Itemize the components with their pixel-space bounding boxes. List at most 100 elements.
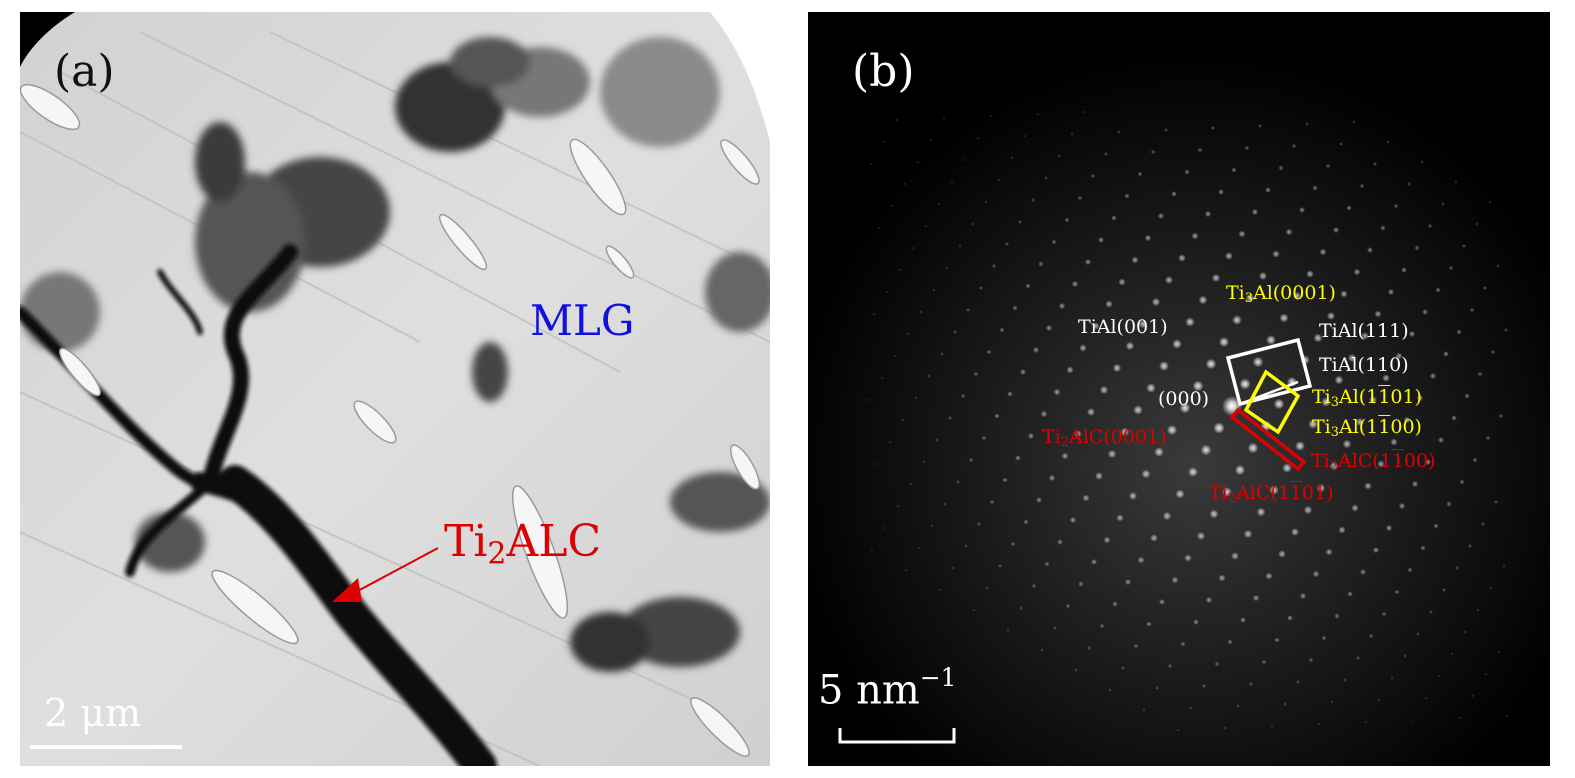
diffraction-spot [1218,189,1224,195]
diffraction-spot [1165,276,1173,284]
diffraction-spot [1091,559,1097,565]
diffraction-spot [1172,339,1182,349]
diffraction-spot [1031,583,1037,589]
diffraction-spot [1131,256,1139,264]
diffraction-spot [1407,567,1413,573]
diffraction-spot [1356,656,1360,660]
diffraction-spot [1393,203,1399,209]
diffraction-spot [1044,176,1048,180]
diffraction-spot [1442,588,1446,592]
diffraction-spot [1467,543,1473,549]
diffraction-spot [919,310,923,314]
diffraction-spot [1012,305,1018,311]
diffraction-spot [953,330,957,334]
diffraction-spot [1321,635,1327,641]
diffraction-spot [1367,247,1373,253]
ti2alc-cell-outline [1229,407,1307,472]
diffraction-spot [1002,477,1008,483]
diffraction-spot [1334,375,1344,385]
diffraction-spot [1005,242,1009,246]
diffraction-spot [1211,126,1215,130]
diffraction-spot [1325,163,1331,169]
diffraction-spot [1162,511,1172,521]
diffraction-spot [1211,273,1221,283]
diffraction-spot [1502,564,1506,568]
diffraction-spot [1261,659,1267,665]
diffraction-spot [1291,528,1299,536]
diffraction-spot [948,416,952,420]
diffraction-spot [1308,419,1318,429]
diffraction-spot [1023,134,1027,138]
diffraction-spot [1256,507,1266,517]
diffraction-spot [1416,394,1424,402]
diffraction-spot [1175,489,1185,499]
diffraction-spot [1044,561,1050,567]
diffraction-spot [972,608,976,612]
diffraction-spot [1159,599,1165,605]
diffraction-spots [867,110,1509,732]
diffraction-spot [1205,358,1217,370]
diffraction-spot [1382,374,1390,382]
diffraction-spot [1074,430,1082,438]
diffraction-spot [1265,572,1273,580]
ti2alc-label: Ti2ALC [444,516,602,572]
diffraction-spot [935,438,939,442]
diffraction-spot [1057,154,1061,158]
diffraction-spot [1471,694,1475,698]
diffraction-spot [1196,531,1206,541]
diffraction-spot [1204,210,1212,218]
diffraction-spot [1475,222,1479,226]
diffraction-spot [1291,143,1297,149]
diffraction-spot [1082,494,1090,502]
diffraction-spot [1296,680,1300,684]
label-ti2alc-1-1bar01: Ti2AlC(1101) [1209,482,1334,507]
diffraction-spot [1061,452,1069,460]
diffraction-spot [1351,504,1359,512]
diffraction-spot [1326,311,1336,321]
diffraction-spot [1411,718,1415,722]
diffraction-spot [1179,402,1191,414]
diffraction-spot [877,226,881,230]
diffraction-spot [1146,383,1156,393]
diffraction-spot [1343,678,1347,682]
diffraction-spot [927,374,931,378]
diffraction-spot [1377,698,1381,702]
diffraction-spot [1355,417,1365,427]
diffraction-spot [1079,344,1087,352]
diffraction-spot [1137,171,1143,177]
diffraction-spot [1151,297,1161,307]
diffraction-spot [1498,413,1504,419]
diffraction-spot [1189,706,1193,710]
diffraction-spot [1065,603,1071,609]
diffraction-spot [979,286,983,290]
diffraction-spot [888,440,892,444]
diffraction-spot [1137,556,1145,564]
diffraction-spot [1157,212,1165,220]
diffraction-spot [1120,427,1130,437]
diffraction-spot [1090,173,1096,179]
diffraction-spot [1469,307,1475,313]
label-origin: (000) [1158,388,1210,410]
diffraction-spot [1450,652,1454,656]
diffraction-spot [1249,682,1253,686]
diffraction-spot [1438,437,1444,443]
diffraction-spot [1312,570,1320,578]
diffraction-spot [1144,234,1152,242]
diffraction-spot [1279,313,1289,323]
diffraction-spot [1198,295,1208,305]
diffraction-spot [1133,405,1143,415]
diffraction-spot [893,354,897,358]
diffraction-spot [1239,378,1251,390]
diffraction-spot [1395,352,1403,360]
diffraction-spot [1184,169,1190,175]
diffraction-spot [1095,472,1103,480]
diffraction-spot [1178,254,1186,262]
diffraction-spot [1099,623,1105,629]
diffraction-spot [1074,668,1078,672]
diffraction-spot [875,462,879,466]
diffraction-spot [1245,293,1255,303]
diffraction-spot [1332,226,1340,234]
diffraction-spot [1435,287,1441,293]
diffraction-spot [1166,424,1178,436]
diffraction-spot [1373,162,1377,166]
